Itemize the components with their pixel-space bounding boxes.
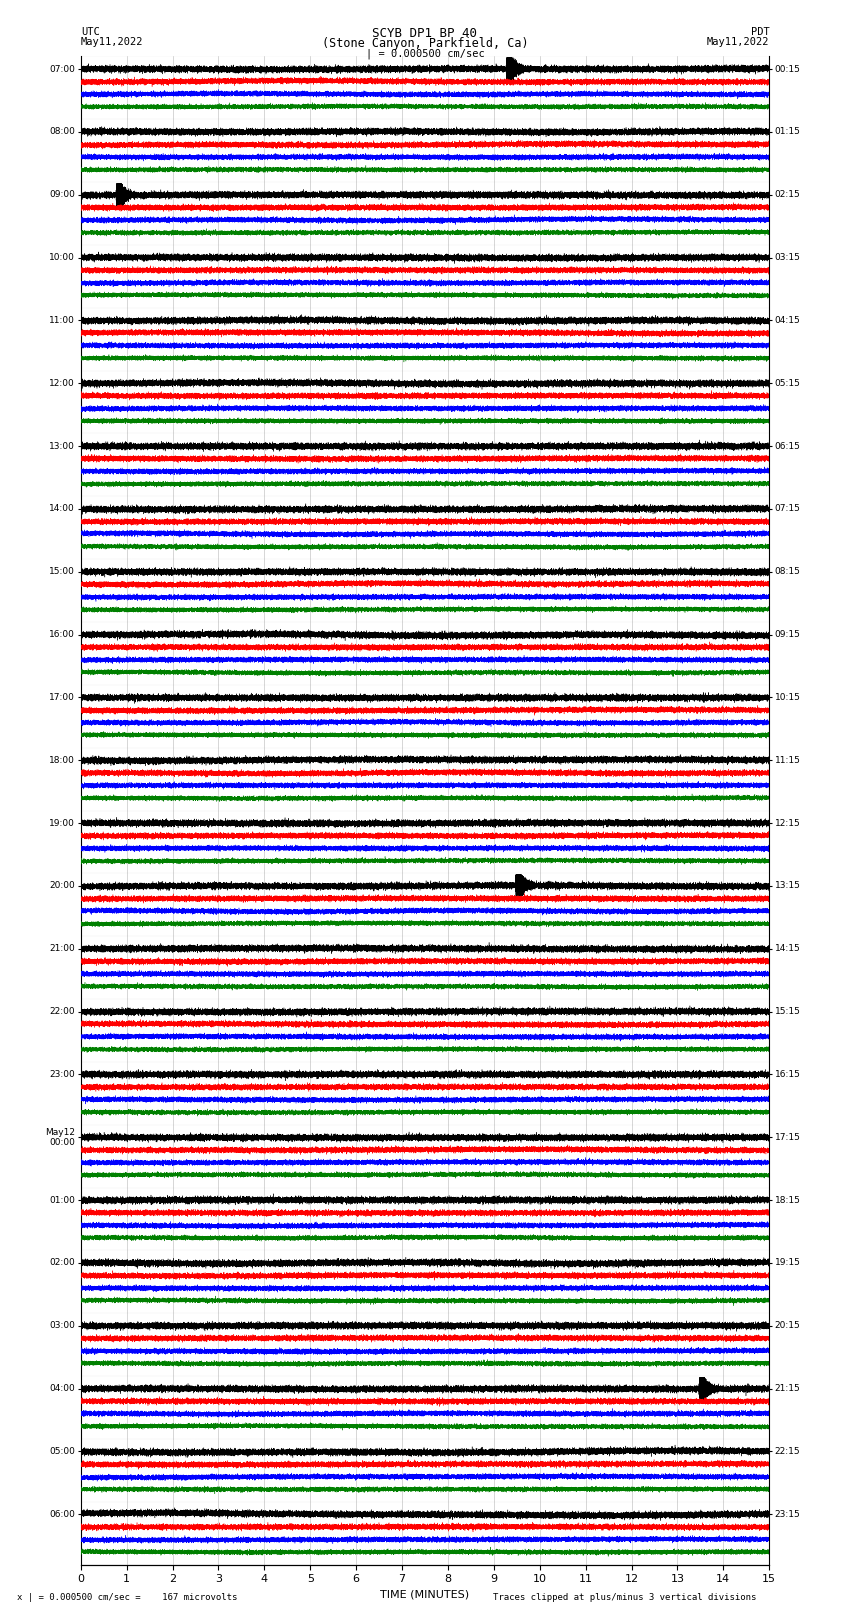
- X-axis label: TIME (MINUTES): TIME (MINUTES): [381, 1590, 469, 1600]
- Text: May11,2022: May11,2022: [81, 37, 144, 47]
- Text: SCYB DP1 BP 40: SCYB DP1 BP 40: [372, 27, 478, 40]
- Text: May11,2022: May11,2022: [706, 37, 769, 47]
- Text: PDT: PDT: [751, 27, 769, 37]
- Text: UTC: UTC: [81, 27, 99, 37]
- Text: Traces clipped at plus/minus 3 vertical divisions: Traces clipped at plus/minus 3 vertical …: [493, 1594, 756, 1602]
- Text: (Stone Canyon, Parkfield, Ca): (Stone Canyon, Parkfield, Ca): [321, 37, 529, 50]
- Text: x | = 0.000500 cm/sec =    167 microvolts: x | = 0.000500 cm/sec = 167 microvolts: [17, 1594, 237, 1602]
- Text: | = 0.000500 cm/sec: | = 0.000500 cm/sec: [366, 48, 484, 60]
